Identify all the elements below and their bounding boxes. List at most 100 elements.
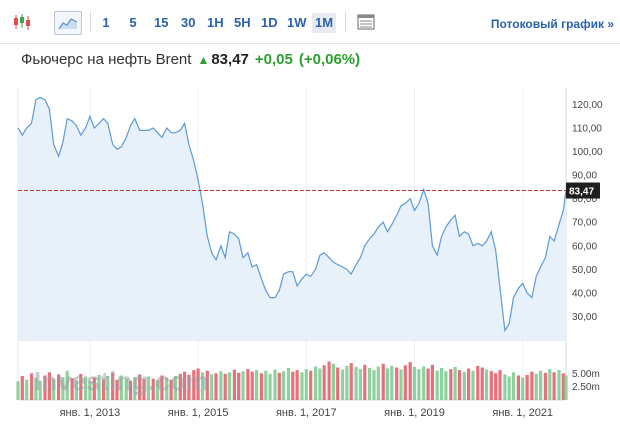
volume-bar <box>516 375 520 400</box>
volume-bar <box>88 381 92 400</box>
volume-tick-label: 5.00m <box>572 369 600 380</box>
volume-bar <box>489 371 493 400</box>
volume-bar <box>223 373 227 400</box>
volume-bar <box>47 372 51 400</box>
volume-bar <box>403 365 407 400</box>
volume-bar <box>498 370 502 400</box>
candlestick-icon[interactable] <box>10 11 34 33</box>
volume-bar <box>178 373 182 400</box>
volume-bar <box>111 372 115 400</box>
volume-bar <box>503 374 507 400</box>
area-chart-icon[interactable] <box>54 11 82 35</box>
volume-bar <box>552 372 556 400</box>
timeframe-1[interactable]: 1 <box>102 15 110 30</box>
current-price-label: 83,47 <box>569 187 594 198</box>
volume-bar <box>138 374 142 400</box>
volume-bar <box>484 369 489 400</box>
volume-bar <box>133 377 137 400</box>
instrument-name: Фьючерс на нефть Brent <box>21 51 192 68</box>
volume-bar <box>268 373 272 400</box>
volume-bar <box>331 363 335 400</box>
volume-bar <box>521 377 525 400</box>
last-price: 83,47 <box>211 51 249 68</box>
volume-bar <box>79 373 83 400</box>
volume-bars <box>16 361 568 400</box>
toolbar-separator <box>345 12 346 32</box>
timeframe-1h[interactable]: 1H <box>207 15 224 30</box>
volume-bar <box>467 368 471 400</box>
volume-bar <box>453 366 457 400</box>
volume-bar <box>38 380 42 400</box>
price-area <box>18 97 566 341</box>
volume-bar <box>57 374 61 400</box>
volume-bar <box>169 379 173 400</box>
volume-bar <box>84 376 88 400</box>
volume-bar <box>291 371 295 400</box>
volume-bar <box>530 371 534 400</box>
data-table-icon[interactable] <box>354 11 378 33</box>
volume-bar <box>444 371 448 400</box>
x-tick-label: янв. 1, 2019 <box>384 407 445 419</box>
y-tick-label: 110,00 <box>572 124 602 135</box>
volume-bar <box>264 370 268 400</box>
volume-bar <box>232 369 236 400</box>
volume-bar <box>376 366 380 400</box>
volume-bar <box>128 380 133 400</box>
price-axis: 120,00 110,00 100,00 90,00 80,00 70,00 60,00 50… <box>572 100 603 323</box>
y-tick-label: 100,00 <box>572 147 603 158</box>
y-tick-label: 30,00 <box>572 312 597 323</box>
volume-bar <box>322 365 326 400</box>
volume-bar <box>124 378 128 400</box>
volume-bar <box>412 366 417 400</box>
chart-toolbar: 1 5 15 30 1H 5H 1D 1W 1M Потоковый графи… <box>0 0 620 44</box>
volume-bar <box>449 369 453 400</box>
volume-bar <box>358 369 362 400</box>
y-tick-label: 120,00 <box>572 100 603 111</box>
volume-bar <box>534 373 538 400</box>
volume-bar <box>70 378 74 400</box>
volume-bar <box>214 373 218 400</box>
volume-bar <box>304 369 308 400</box>
volume-bar <box>457 370 461 400</box>
volume-bar <box>557 370 561 400</box>
volume-bar <box>259 373 263 400</box>
volume-bar <box>173 376 177 400</box>
volume-bar <box>327 361 331 400</box>
volume-bar <box>354 366 358 400</box>
volume-bar <box>115 379 119 400</box>
x-tick-label: янв. 1, 2017 <box>276 407 337 419</box>
volume-bar <box>160 375 164 400</box>
volume-bar <box>282 371 286 400</box>
price-line <box>17 96 567 333</box>
volume-bar <box>349 363 353 400</box>
timeframe-5h[interactable]: 5H <box>234 15 251 30</box>
volume-bar <box>106 376 110 400</box>
volume-bar <box>286 368 291 400</box>
timeframe-30[interactable]: 30 <box>181 15 196 30</box>
volume-bar <box>250 371 254 400</box>
volume-tick-label: 2.50m <box>572 382 600 393</box>
volume-bar <box>525 374 529 400</box>
volume-bar <box>16 381 20 400</box>
volume-bar <box>435 370 439 400</box>
volume-bar <box>65 370 69 400</box>
timeframe-1d[interactable]: 1D <box>261 15 278 30</box>
current-price-tag: 83,47 <box>566 182 600 199</box>
volume-bar <box>368 368 372 400</box>
volume-bar <box>430 364 434 400</box>
timeframe-1m[interactable]: 1M <box>312 13 336 33</box>
timeframe-5[interactable]: 5 <box>129 15 137 30</box>
timeframe-15[interactable]: 15 <box>154 15 169 30</box>
volume-bar <box>34 377 38 400</box>
time-axis: янв. 1, 2013 янв. 1, 2015 янв. 1, 2017 янв.… <box>60 407 553 419</box>
volume-bar <box>318 368 322 400</box>
volume-bar <box>156 380 160 400</box>
volume-bar <box>300 372 304 400</box>
volume-bar <box>385 368 390 400</box>
volume-bar <box>494 373 498 400</box>
streaming-chart-link[interactable]: Потоковый график » <box>490 17 614 31</box>
volume-bar <box>92 377 96 400</box>
volume-bar <box>101 379 106 400</box>
timeframe-1w[interactable]: 1W <box>287 15 307 30</box>
